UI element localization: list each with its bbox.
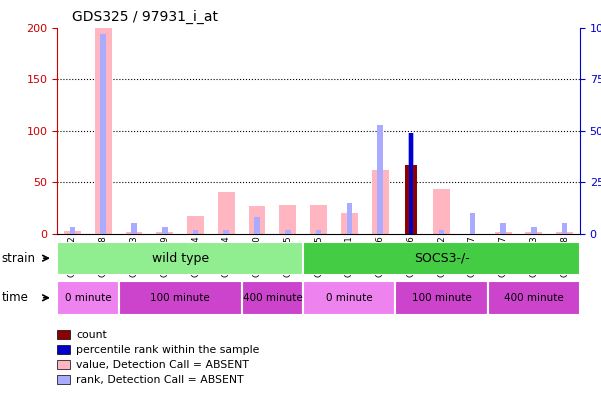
Bar [64,230,81,234]
Text: GDS325 / 97931_i_at: GDS325 / 97931_i_at [72,10,218,24]
Bar [57,360,70,369]
Bar [279,205,296,234]
Bar [162,227,168,234]
Bar [562,223,567,234]
Bar [249,206,266,234]
Bar [126,232,142,234]
Bar [218,192,235,234]
Bar [395,281,487,315]
Bar [193,230,198,234]
Bar [495,232,511,234]
Bar [57,375,70,384]
Bar [439,230,444,234]
Bar [525,232,542,234]
Bar [118,281,242,315]
Bar [95,28,112,234]
Bar [285,230,290,234]
Text: SOCS3-/-: SOCS3-/- [413,252,469,265]
Bar [156,232,173,234]
Text: time: time [2,291,29,304]
Bar [371,170,388,234]
Bar [409,133,413,234]
Bar [531,227,537,234]
Bar [347,203,352,234]
Text: percentile rank within the sample: percentile rank within the sample [76,345,260,355]
Text: 400 minute: 400 minute [243,293,302,303]
Text: strain: strain [2,252,36,265]
Text: wild type: wild type [151,252,209,265]
Text: 0 minute: 0 minute [64,293,111,303]
Text: 400 minute: 400 minute [504,293,564,303]
Bar [469,213,475,234]
Bar [70,227,75,234]
Bar [57,330,70,339]
Bar [500,223,506,234]
Text: 100 minute: 100 minute [412,293,471,303]
Text: value, Detection Call = ABSENT: value, Detection Call = ABSENT [76,360,249,370]
Bar [310,205,327,234]
Text: rank, Detection Call = ABSENT: rank, Detection Call = ABSENT [76,375,244,385]
Bar [341,213,358,234]
Bar [254,217,260,234]
Bar [57,242,303,275]
Bar [316,230,322,234]
Bar [100,34,106,234]
Bar [187,216,204,234]
Text: 0 minute: 0 minute [326,293,373,303]
Bar [57,345,70,354]
Text: 100 minute: 100 minute [150,293,210,303]
Bar [405,165,416,234]
Bar [487,281,580,315]
Bar [242,281,303,315]
Bar [57,281,118,315]
Bar [377,124,383,234]
Bar [303,281,395,315]
Bar [556,232,573,234]
Bar [131,223,137,234]
Text: count: count [76,329,107,340]
Bar [303,242,580,275]
Bar [408,133,413,234]
Bar [433,189,450,234]
Bar [224,230,229,234]
